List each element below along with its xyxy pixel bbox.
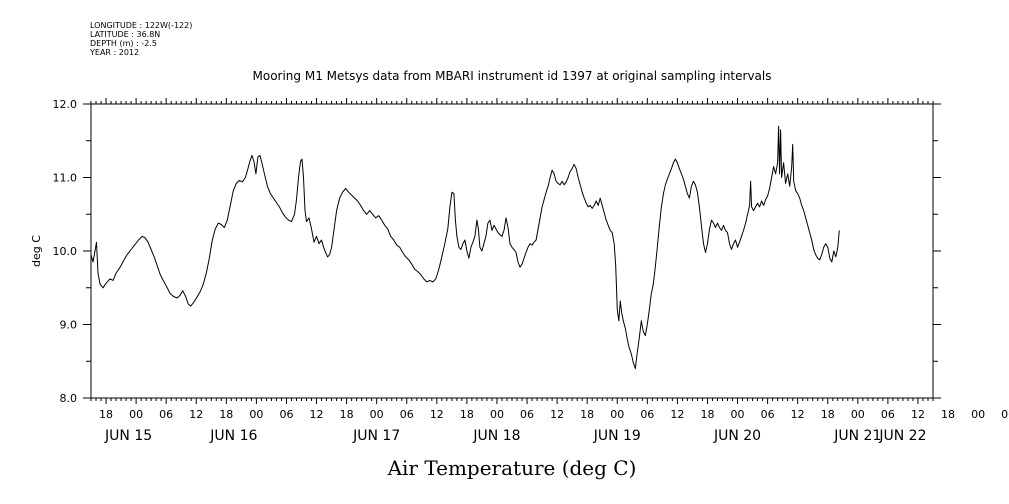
x-day-label: JUN 19 <box>593 428 641 444</box>
x-tick-label: 12 <box>550 408 564 421</box>
y-tick-label: 8.0 <box>60 392 78 405</box>
x-tick-label: 00 <box>249 408 263 421</box>
x-tick-label: 06 <box>400 408 414 421</box>
x-day-label: JUN 21 <box>833 428 881 444</box>
longitude-text: LONGITUDE : 122W(-122) <box>90 21 193 30</box>
data-series-line <box>90 125 840 370</box>
x-tick-label: 06 <box>640 408 654 421</box>
y-tick-label: 9.0 <box>60 319 78 332</box>
y-tick-label: 12.0 <box>53 98 78 111</box>
x-tick-label: 06 <box>279 408 293 421</box>
x-tick-label: 00 <box>731 408 745 421</box>
y-axis-label: deg C <box>30 235 43 267</box>
y-tick-label: 11.0 <box>53 172 78 185</box>
year-text: YEAR : 2012 <box>90 48 140 57</box>
x-tick-label: 12 <box>911 408 925 421</box>
x-tick-label: 18 <box>99 408 113 421</box>
x-tick-label: 12 <box>791 408 805 421</box>
metadata-block: LONGITUDE : 122W(-122) LATITUDE : 36.8N … <box>90 21 192 57</box>
x-tick-label: 12 <box>430 408 444 421</box>
x-day-label: JUN 20 <box>713 428 761 444</box>
y-tick-label: 10.0 <box>53 245 78 258</box>
x-tick-label: 12 <box>310 408 324 421</box>
latitude-text: LATITUDE : 36.8N <box>90 30 161 39</box>
x-tick-label: 06 <box>159 408 173 421</box>
x-tick-label: 00 <box>610 408 624 421</box>
x-tick-label: 06 <box>881 408 895 421</box>
chart-title: Mooring M1 Metsys data from MBARI instru… <box>253 69 772 83</box>
ticks <box>83 98 941 404</box>
x-tick-label: 00 <box>971 408 985 421</box>
plot-frame <box>90 103 934 399</box>
x-tick-label: 18 <box>340 408 354 421</box>
x-tick-label: 00 <box>851 408 865 421</box>
x-day-label: JUN 17 <box>352 428 400 444</box>
x-axis-label: Air Temperature (deg C) <box>387 456 637 480</box>
x-tick-label: 18 <box>219 408 233 421</box>
x-tick-label: 00 <box>129 408 143 421</box>
x-day-label: JUN 22 <box>878 428 926 444</box>
x-tick-label: 18 <box>821 408 835 421</box>
x-tick-label: 00 <box>370 408 384 421</box>
x-tick-label: 12 <box>670 408 684 421</box>
depth-text: DEPTH (m) : -2.5 <box>90 39 157 48</box>
x-tick-label: 18 <box>700 408 714 421</box>
x-tick-label: 06 <box>520 408 534 421</box>
x-tick-label: 18 <box>941 408 955 421</box>
x-tick-label: 00 <box>490 408 504 421</box>
x-day-label: JUN 18 <box>472 428 520 444</box>
x-tick-label: 06 <box>761 408 775 421</box>
x-tick-label: 12 <box>189 408 203 421</box>
tick-labels: 18 00 06 12 18 00 06 12 18 00 06 12 18 00 06 12 18 00 06 12… <box>53 98 1009 444</box>
x-day-label: JUN 16 <box>209 428 257 444</box>
x-tick-label: 18 <box>580 408 594 421</box>
axes <box>90 103 934 399</box>
x-tick-label: 18 <box>460 408 474 421</box>
x-tick-label: 06 <box>1001 408 1009 421</box>
series <box>90 125 840 370</box>
x-day-label: JUN 15 <box>104 428 152 444</box>
